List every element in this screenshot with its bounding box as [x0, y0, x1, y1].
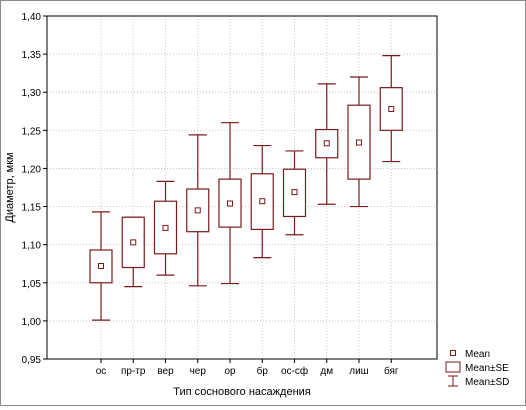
- x-tick-label: бяг: [384, 365, 399, 377]
- x-axis-ticks: ос пр-тр вер чер ор бр ос-сф дм лиш бяг: [96, 359, 399, 377]
- legend-label: Mean±SD: [465, 377, 509, 388]
- y-tick-label: 1,35: [22, 50, 42, 61]
- x-tick-label: ос: [96, 366, 107, 377]
- box-бяг: [379, 55, 403, 163]
- x-tick-label: ор: [224, 366, 236, 377]
- mean-marker: [388, 105, 395, 112]
- box-вер: [153, 180, 178, 276]
- y-tick-label: 1,10: [22, 241, 42, 252]
- mean-marker: [323, 140, 330, 147]
- y-tick-label: 1,20: [22, 164, 42, 175]
- y-tick-label: 1,40: [22, 12, 42, 23]
- mean-marker: [162, 224, 169, 231]
- y-axis-ticks: 0,95 1,00 1,05 1,10 1,15 1,20 1,25 1,30 1,35 1,40: [22, 12, 47, 366]
- mean-marker: [291, 189, 298, 196]
- y-tick-label: 1,00: [22, 317, 42, 328]
- x-tick-label: пр-тр: [121, 366, 146, 377]
- x-axis-label: Тип соснового насаждения: [173, 386, 311, 398]
- plot-area-border: [46, 15, 438, 360]
- box-пр-тр: [121, 216, 145, 288]
- x-tick-label: дм: [320, 366, 333, 377]
- legend-label: Mean±SE: [465, 363, 509, 374]
- y-tick-label: 1,25: [22, 126, 42, 137]
- mean-marker: [227, 200, 233, 207]
- y-tick-label: 1,05: [22, 279, 42, 290]
- box-чер: [186, 134, 210, 287]
- mean-marker: [259, 198, 266, 205]
- x-tick-label: бр: [257, 365, 269, 377]
- x-tick-label: ос-сф: [281, 365, 308, 377]
- box-лиш: [347, 76, 371, 208]
- mean-marker: [194, 207, 201, 214]
- y-tick-label: 1,30: [22, 88, 42, 99]
- legend-mean-marker: [450, 350, 456, 356]
- box-ос: [89, 211, 113, 321]
- y-tick-label: 0,95: [22, 355, 42, 366]
- mean-marker: [98, 263, 104, 270]
- legend-label: Mean: [465, 349, 490, 360]
- legend-se-box: [445, 361, 461, 373]
- box-бр: [250, 144, 274, 259]
- box-ос-сф: [282, 150, 307, 236]
- x-tick-label: вер: [157, 366, 174, 377]
- gridlines: [47, 16, 437, 359]
- series-boxes: [89, 55, 403, 321]
- x-tick-label: лиш: [349, 366, 368, 377]
- y-axis-label: Диаметр, мкм: [4, 152, 16, 222]
- box-дм: [315, 83, 339, 205]
- x-tick-label: чер: [190, 366, 207, 377]
- legend: Mean Mean±SE Mean±SD: [445, 349, 509, 388]
- box-ор: [218, 122, 242, 285]
- y-tick-label: 1,15: [22, 203, 42, 214]
- mean-marker: [130, 239, 137, 246]
- mean-marker: [356, 139, 362, 146]
